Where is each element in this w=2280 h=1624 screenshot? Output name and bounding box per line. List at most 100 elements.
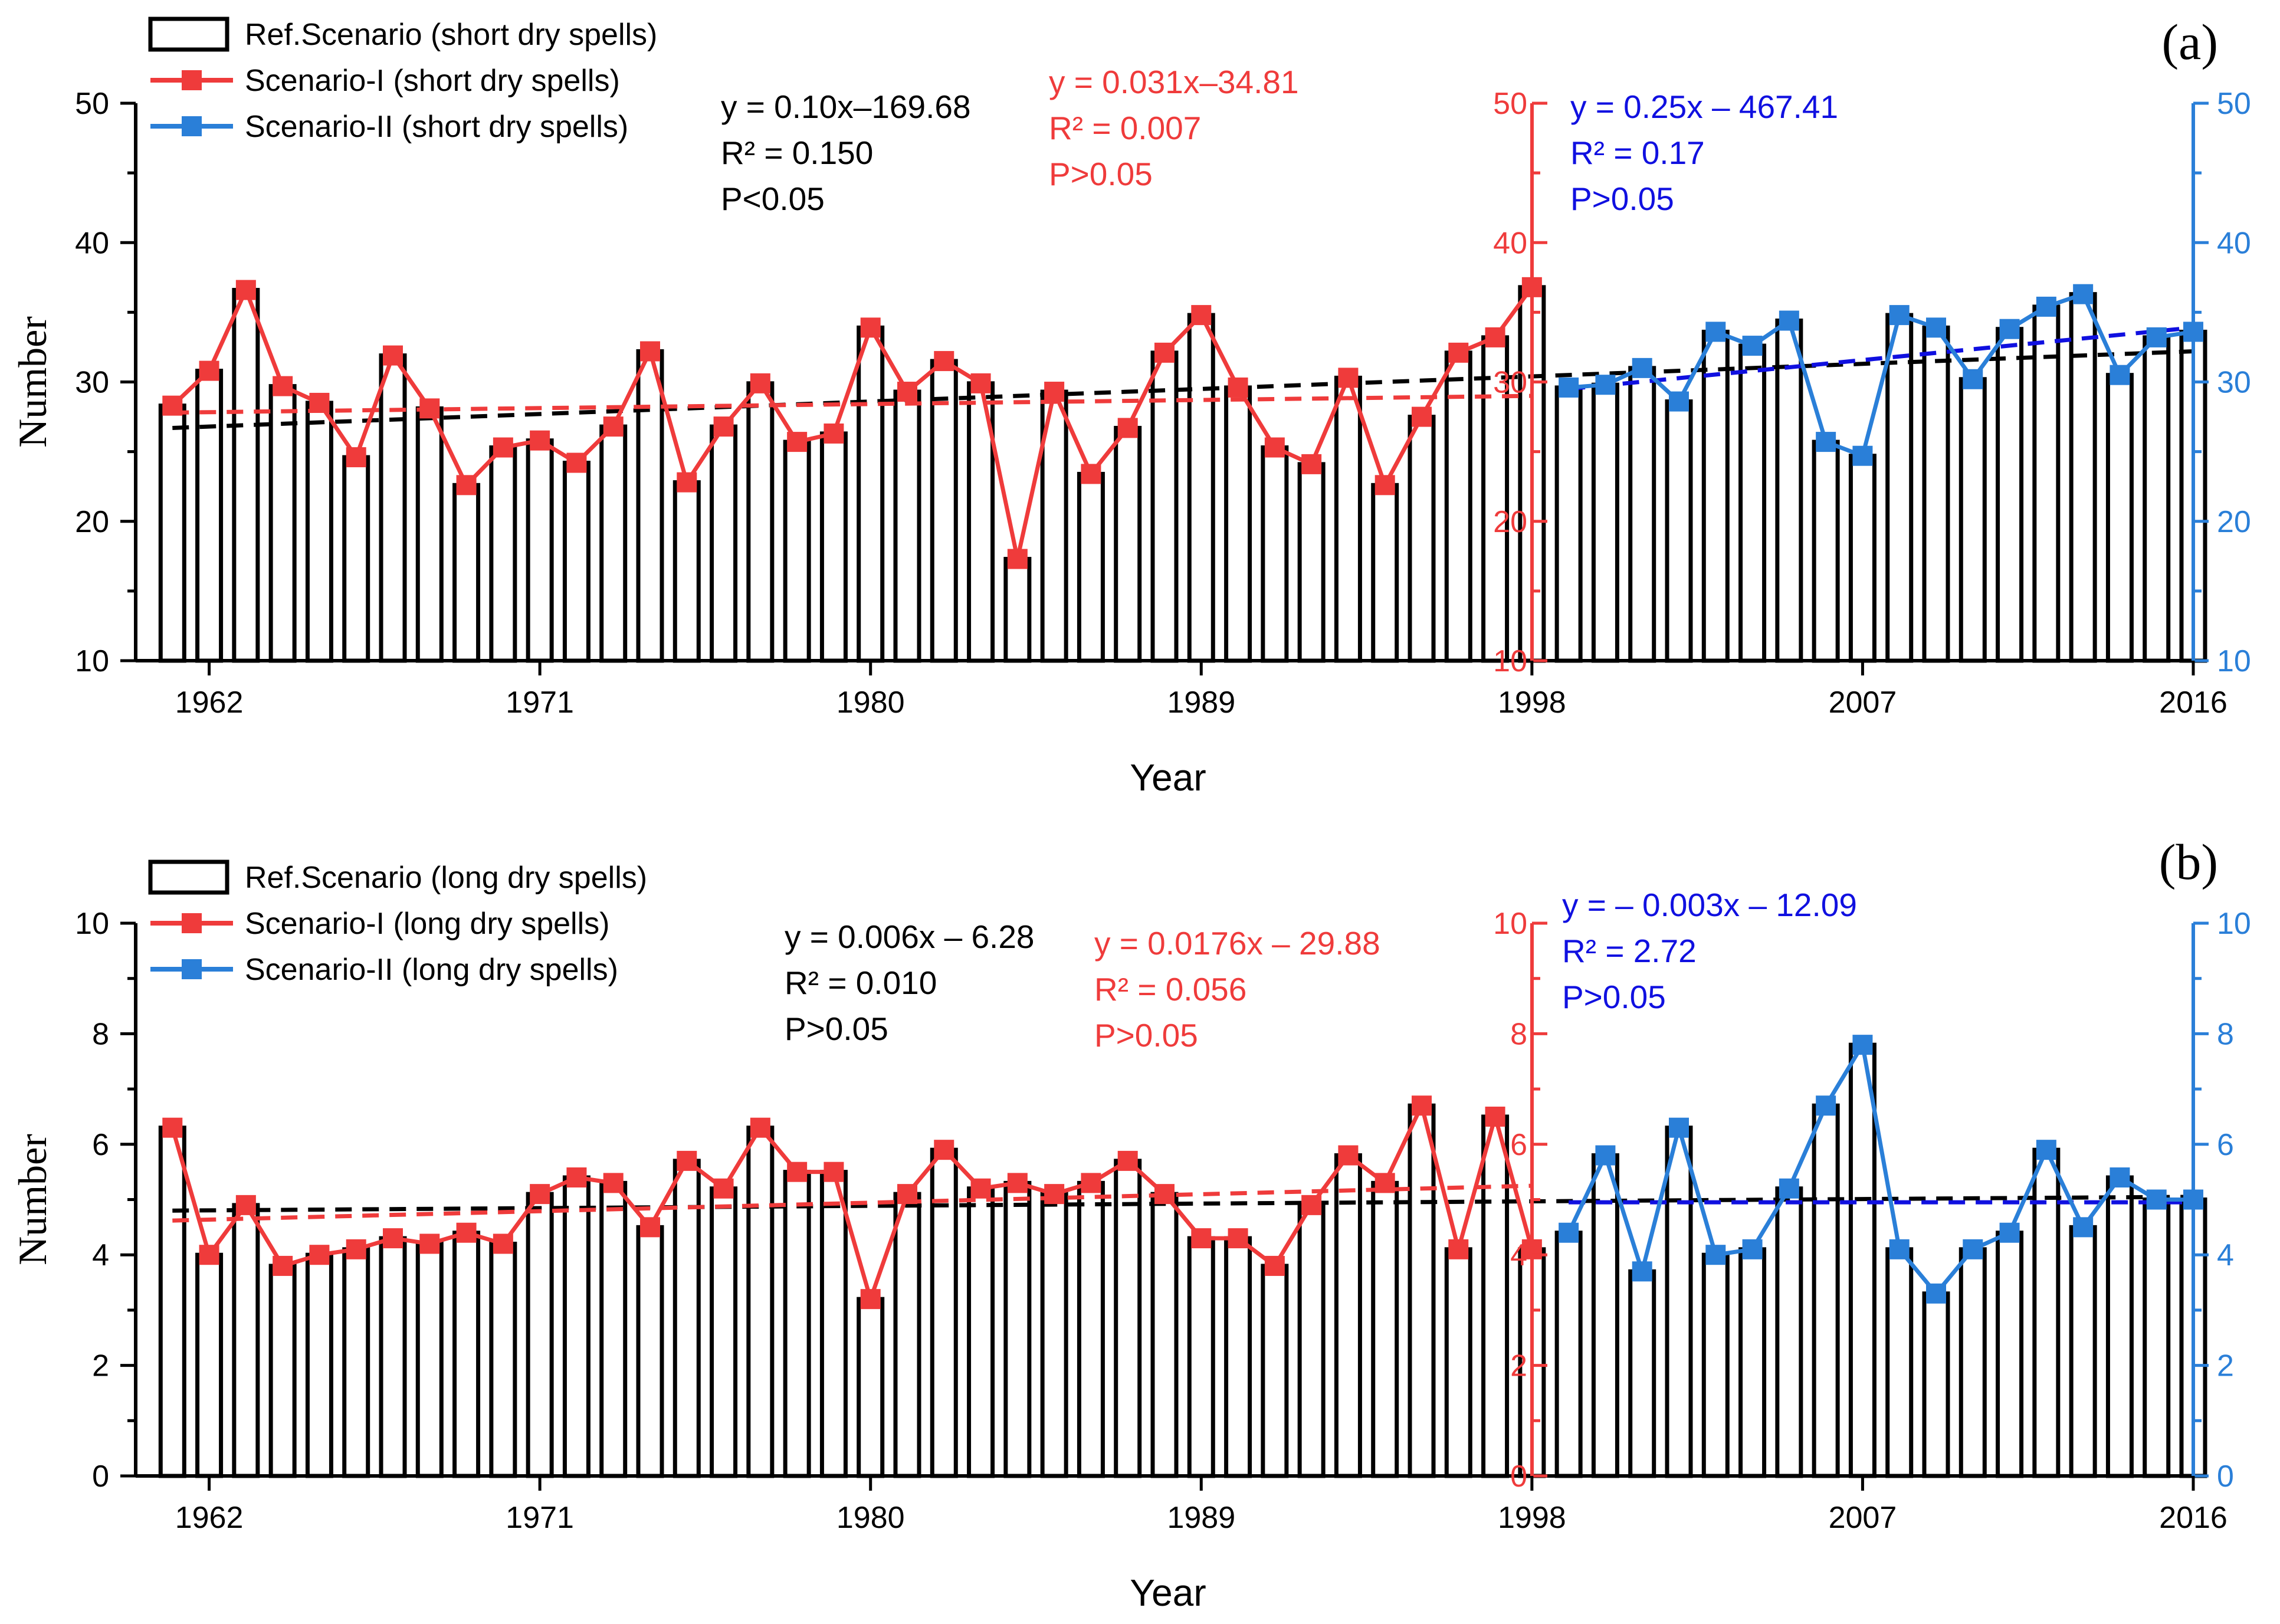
bar-2002 xyxy=(1665,1126,1693,1478)
point-s1-1981 xyxy=(897,1184,917,1205)
equation-s1: y = 0.031x–34.81 xyxy=(1049,64,1299,100)
bar-1972 xyxy=(562,461,590,663)
bar-1995 xyxy=(1408,1103,1436,1478)
equation-s1: P>0.05 xyxy=(1049,156,1153,192)
point-s1-1968 xyxy=(419,398,440,419)
point-s2-2011 xyxy=(1999,319,2020,339)
bar-1979 xyxy=(819,431,848,663)
trend-line-s1 xyxy=(172,393,1532,415)
line-s2 xyxy=(1568,291,2194,459)
point-s1-1976 xyxy=(713,416,734,437)
bar-1967 xyxy=(379,353,407,663)
point-s1-1997 xyxy=(1485,327,1505,347)
point-s1-1964 xyxy=(273,1255,293,1276)
x-tick-label: 1962 xyxy=(175,1501,244,1535)
point-s1-1965 xyxy=(309,392,330,413)
point-s1-1980 xyxy=(860,317,881,338)
ref-bars xyxy=(158,285,2207,663)
y-tick-label-right: 50 xyxy=(2217,87,2251,121)
y-axis-title: Number xyxy=(10,1134,55,1265)
point-s1-1967 xyxy=(383,345,403,366)
point-s2-2002 xyxy=(1669,1117,1689,1138)
bar-1986 xyxy=(1077,471,1105,663)
x-tick-label: 1962 xyxy=(175,685,244,720)
bar-2001 xyxy=(1628,1269,1656,1478)
y-tick-label-right: 30 xyxy=(2217,366,2251,400)
legend-label: Scenario-II (long dry spells) xyxy=(245,953,618,987)
axes: 10 10 10 20 20 20 30 30 30 40 40 40 50 50 50 1962 1971 19… xyxy=(75,87,2251,720)
bar-1994 xyxy=(1371,1180,1399,1478)
point-s1-1988 xyxy=(1154,342,1175,363)
point-s2-2003 xyxy=(1705,321,1726,342)
point-s2-2015 xyxy=(2146,1189,2167,1210)
bar-2014 xyxy=(2105,373,2134,663)
point-s1-1975 xyxy=(677,1150,697,1171)
bar-1971 xyxy=(526,1192,554,1478)
bar-1972 xyxy=(562,1175,590,1478)
point-s2-2002 xyxy=(1669,391,1689,412)
bar-1968 xyxy=(415,1241,444,1478)
point-s2-2013 xyxy=(2073,284,2094,304)
trend-line-s1 xyxy=(172,1183,1532,1223)
equation-s2: R² = 0.17 xyxy=(1570,134,1705,171)
bar-1974 xyxy=(636,349,664,663)
y-tick-label-left: 8 xyxy=(92,1017,109,1051)
bar-1980 xyxy=(857,325,885,663)
equation-s2: y = 0.25x – 467.41 xyxy=(1570,88,1838,125)
bar-2011 xyxy=(1996,1231,2024,1478)
y-tick-label-left: 10 xyxy=(75,907,109,941)
bar-2004 xyxy=(1738,1247,1767,1478)
x-tick-label: 1998 xyxy=(1498,685,1566,720)
bar-1975 xyxy=(672,480,701,663)
point-s1-1993 xyxy=(1338,1145,1359,1166)
bar-1973 xyxy=(599,424,628,663)
point-s1-1995 xyxy=(1412,1095,1432,1116)
bar-1962 xyxy=(195,1252,224,1478)
legend-swatch-ref xyxy=(148,17,229,52)
point-s2-2012 xyxy=(2036,1140,2056,1160)
bar-2007 xyxy=(1848,1042,1877,1478)
y-tick-label-left: 50 xyxy=(75,87,109,121)
point-s1-1968 xyxy=(419,1233,440,1254)
x-tick-label: 1980 xyxy=(836,1501,905,1535)
panel-a: 10 10 10 20 20 20 30 30 30 40 40 40 50 50 50 1962 1971 19… xyxy=(10,14,2251,799)
legend-swatch-marker xyxy=(182,70,202,90)
legend-swatch-marker xyxy=(182,959,202,979)
bar-1976 xyxy=(710,424,738,663)
bar-1983 xyxy=(967,1186,995,1478)
bar-1990 xyxy=(1224,385,1252,663)
point-s1-1991 xyxy=(1264,437,1285,458)
point-s1-1979 xyxy=(824,1162,844,1182)
point-s1-1987 xyxy=(1117,418,1138,438)
point-s2-2015 xyxy=(2146,327,2167,347)
y-tick-label-left: 0 xyxy=(92,1459,109,1494)
bar-1968 xyxy=(415,406,444,663)
y-tick-label-mid: 0 xyxy=(1510,1459,1527,1494)
point-s2-2013 xyxy=(2073,1217,2094,1238)
bar-2013 xyxy=(2069,1225,2097,1478)
x-tick-label: 1971 xyxy=(506,1501,574,1535)
point-s1-1982 xyxy=(934,351,954,372)
bar-1993 xyxy=(1334,375,1362,663)
bar-1963 xyxy=(232,288,260,663)
bar-1966 xyxy=(342,1247,370,1478)
point-s1-1979 xyxy=(824,423,844,444)
bar-1986 xyxy=(1077,1180,1105,1478)
bar-1974 xyxy=(636,1225,664,1478)
y-tick-label-left: 6 xyxy=(92,1128,109,1162)
bar-1989 xyxy=(1187,1236,1215,1478)
bar-1994 xyxy=(1371,483,1399,663)
y-tick-label-mid: 10 xyxy=(1493,644,1527,678)
bar-2002 xyxy=(1665,399,1693,663)
bar-1970 xyxy=(489,1241,517,1478)
bar-1985 xyxy=(1040,1192,1068,1478)
point-s1-1985 xyxy=(1044,382,1065,402)
point-s1-1964 xyxy=(273,376,293,396)
equation-s1: R² = 0.007 xyxy=(1049,110,1201,146)
bar-1965 xyxy=(305,1252,333,1478)
x-tick-label: 2016 xyxy=(2159,685,2227,720)
equation-s1: R² = 0.056 xyxy=(1094,971,1246,1008)
trend-line-s2 xyxy=(1568,325,2194,391)
legend-label: Scenario-II (short dry spells) xyxy=(245,110,628,144)
point-s1-1973 xyxy=(603,416,624,437)
